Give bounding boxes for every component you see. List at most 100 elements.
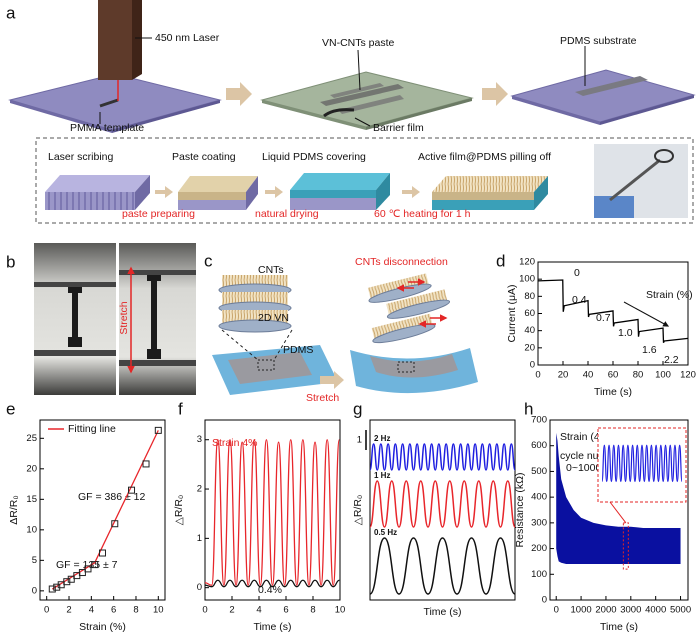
label: Stretch [118, 301, 130, 334]
x-axis-label: Time (s) [423, 606, 461, 618]
y-tick-label: 400 [531, 492, 547, 503]
scale-bar-label: 1 [357, 435, 362, 446]
y-tick-label: 0 [32, 585, 37, 596]
y-tick-label: 60 [524, 308, 535, 319]
x-tick-label: 0 [202, 605, 207, 616]
label: PDMS substrate [560, 35, 637, 47]
x-tick-label: 20 [558, 370, 569, 381]
x-tick-label: 8 [310, 605, 315, 616]
label: 2D VN [258, 312, 289, 324]
data-point [53, 583, 61, 591]
x-tick-label: 60 [608, 370, 619, 381]
line-series [537, 279, 689, 343]
annotation: GF = 386 ± 12 [78, 491, 146, 503]
plot-frame [39, 419, 166, 601]
annotation: 0.7 [596, 312, 611, 324]
x-tick-label: 0 [554, 605, 559, 616]
annotation: 2.2 [664, 354, 679, 366]
condition-label: paste preparing [122, 208, 195, 220]
annotation: GF = 135 ± 7 [56, 559, 118, 571]
data-point [111, 520, 119, 528]
label: Stretch [306, 392, 339, 404]
data-point [99, 549, 106, 557]
x-tick-label: 2 [66, 605, 71, 616]
panel-label: e [6, 399, 15, 418]
y-axis-label: Resistance (kΩ) [514, 473, 526, 548]
step-label: Liquid PDMS covering [262, 151, 366, 163]
y-tick-label: 5 [32, 555, 37, 566]
x-tick-label: 120 [680, 370, 696, 381]
panel-label: c [204, 251, 213, 270]
y-tick-label: 100 [519, 274, 535, 285]
annotation: 0 [574, 267, 580, 279]
condition-label: natural drying [255, 208, 319, 220]
label: VN-CNTs paste [322, 37, 395, 49]
annotation: 0~1000 [566, 462, 601, 474]
data-point [67, 575, 75, 583]
y-tick-label: 3 [197, 434, 202, 445]
panel-c-illustration [212, 273, 478, 395]
data-point [142, 460, 150, 468]
x-tick-label: 8 [133, 605, 138, 616]
line-series [369, 480, 516, 528]
label: PMMA template [70, 122, 144, 134]
data-point [48, 585, 56, 593]
data-point [78, 569, 86, 577]
x-tick-label: 4000 [645, 605, 666, 616]
x-tick-label: 3000 [620, 605, 641, 616]
legend-label: Fitting line [68, 423, 116, 435]
x-tick-label: 2000 [595, 605, 616, 616]
data-point [63, 578, 71, 586]
panel-b-photo [34, 243, 196, 395]
label: 450 nm Laser [155, 32, 220, 44]
y-tick-label: 15 [26, 494, 37, 505]
series-label: 2 Hz [374, 434, 390, 443]
y-axis-label: △R/R₀ [352, 495, 364, 526]
x-tick-label: 10 [335, 605, 346, 616]
y-tick-label: 80 [524, 291, 535, 302]
panel-label: d [496, 251, 505, 270]
annotation: Strain (%) [646, 289, 693, 301]
area-band [556, 432, 681, 564]
step-label: Paste coating [172, 151, 236, 163]
x-axis-label: Time (s) [253, 621, 291, 633]
line-series [369, 537, 516, 595]
y-tick-label: 500 [531, 466, 547, 477]
y-axis-label: ΔR/R₀ [8, 495, 20, 524]
x-axis-label: Strain (%) [79, 621, 126, 633]
plot-frame [549, 419, 689, 601]
data-point [91, 561, 99, 569]
series-label: 0.5 Hz [374, 528, 397, 537]
x-axis-label: Time (s) [600, 621, 638, 633]
label: CNTs [258, 264, 284, 276]
panel-label: b [6, 252, 15, 271]
panel-label: a [6, 3, 16, 22]
y-tick-label: 300 [531, 517, 547, 528]
y-tick-label: 0 [197, 582, 202, 593]
y-axis-label: △R/R₀ [173, 495, 185, 526]
y-tick-label: 120 [519, 257, 535, 268]
inset-series [601, 444, 683, 483]
y-tick-label: 25 [26, 433, 37, 444]
x-tick-label: 5000 [670, 605, 691, 616]
x-tick-label: 0 [44, 605, 49, 616]
y-tick-label: 100 [531, 569, 547, 580]
x-tick-label: 0 [535, 370, 540, 381]
series-label: 1 Hz [374, 471, 390, 480]
x-tick-label: 1000 [571, 605, 592, 616]
label: Barrier film [373, 122, 424, 134]
zoom-box [622, 522, 629, 570]
y-tick-label: 10 [26, 524, 37, 535]
x-tick-label: 80 [633, 370, 644, 381]
y-axis-label: Current (μA) [506, 285, 518, 343]
line-series [369, 443, 516, 471]
x-tick-label: 6 [283, 605, 288, 616]
data-point [84, 565, 92, 573]
label: PDMS [283, 344, 313, 356]
line-series [204, 579, 340, 588]
y-tick-label: 0 [542, 595, 547, 606]
y-tick-label: 2 [197, 484, 202, 495]
panel-a-illustration [8, 0, 696, 224]
x-axis-label: Time (s) [594, 386, 632, 398]
